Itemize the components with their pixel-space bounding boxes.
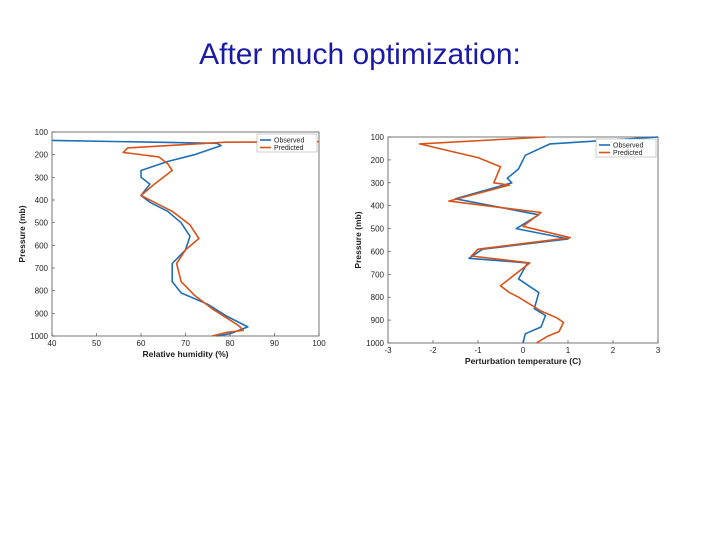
x-axis-label: Relative humidity (%) xyxy=(143,349,229,359)
x-tick-label: 50 xyxy=(92,339,101,348)
y-tick-label: 400 xyxy=(35,196,49,205)
y-tick-label: 700 xyxy=(371,270,385,279)
x-tick-label: -3 xyxy=(384,346,392,355)
y-tick-label: 300 xyxy=(35,173,49,182)
y-tick-label: 100 xyxy=(371,133,385,142)
y-tick-label: 900 xyxy=(371,316,385,325)
y-tick-label: 400 xyxy=(371,202,385,211)
series-line-observed xyxy=(51,139,249,337)
y-tick-label: 500 xyxy=(371,225,385,234)
x-tick-label: 80 xyxy=(226,339,235,348)
legend-box xyxy=(256,133,318,153)
y-tick-label: 1000 xyxy=(366,339,384,348)
x-tick-label: 60 xyxy=(137,339,146,348)
plot-area xyxy=(387,136,659,344)
legend-label-observed: Observed xyxy=(613,143,643,150)
y-axis-label: Pressure (mb) xyxy=(353,211,363,268)
y-tick-label: 800 xyxy=(371,293,385,302)
y-tick-label: 300 xyxy=(371,179,385,188)
y-tick-label: 800 xyxy=(35,287,49,296)
series-line-predicted xyxy=(122,140,320,337)
legend-label-predicted: Predicted xyxy=(274,145,304,152)
y-axis-label: Pressure (mb) xyxy=(17,205,27,262)
x-tick-label: 2 xyxy=(611,346,616,355)
legend-label-observed: Observed xyxy=(274,138,304,145)
x-axis-label: Perturbation temperature (C) xyxy=(465,356,581,366)
y-tick-label: 1000 xyxy=(30,332,48,341)
legend-box xyxy=(595,138,657,158)
temperature-chart: -3 -2 -1 0 1 2 3 100 200 300 400 500 600 700 800 900 100… xyxy=(353,133,661,366)
x-tick-label: 0 xyxy=(521,346,526,355)
y-tick-label: 600 xyxy=(371,247,385,256)
x-tick-label: 70 xyxy=(181,339,190,348)
series-line-predicted xyxy=(418,136,571,344)
x-tick-label: 40 xyxy=(48,339,57,348)
x-tick-label: -1 xyxy=(474,346,482,355)
y-tick-label: 600 xyxy=(35,241,49,250)
y-tick-label: 500 xyxy=(35,219,49,228)
humidity-chart: 40 50 60 70 80 90 100 100 200 300 400 500 600 700 800 9… xyxy=(17,128,326,359)
y-tick-label: 700 xyxy=(35,264,49,273)
plot-area xyxy=(51,131,320,337)
x-tick-label: 1 xyxy=(566,346,571,355)
y-tick-label: 100 xyxy=(35,128,49,137)
slide-title: After much optimization: xyxy=(199,38,521,71)
legend-label-predicted: Predicted xyxy=(613,150,643,157)
x-tick-label: 3 xyxy=(656,346,661,355)
y-tick-label: 200 xyxy=(371,156,385,165)
x-tick-label: -2 xyxy=(429,346,437,355)
x-tick-label: 100 xyxy=(312,339,326,348)
y-tick-label: 200 xyxy=(35,151,49,160)
y-tick-label: 900 xyxy=(35,309,49,318)
x-tick-label: 90 xyxy=(270,339,279,348)
